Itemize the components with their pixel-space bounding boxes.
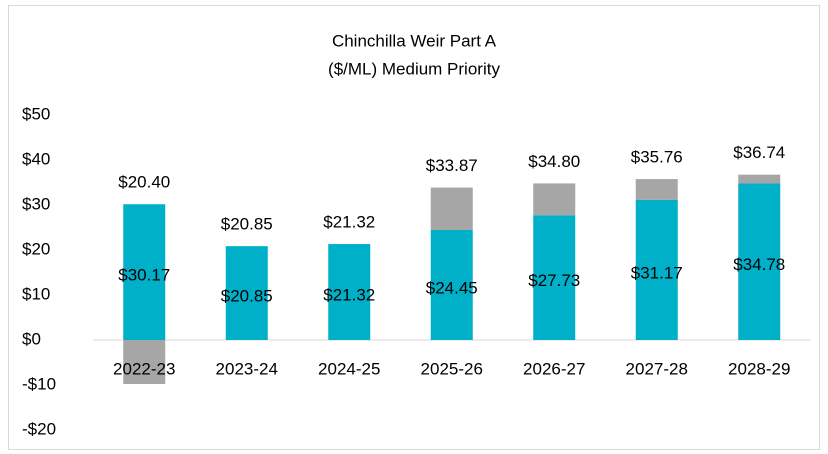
total-label: $20.85 bbox=[221, 215, 273, 234]
bar-segment bbox=[225, 246, 268, 340]
bar-segment bbox=[635, 199, 678, 340]
bar-segment bbox=[635, 179, 678, 200]
y-tick-label: $0 bbox=[22, 329, 41, 348]
segment-label: $24.45 bbox=[426, 278, 478, 297]
x-tick-label: 2025-26 bbox=[421, 359, 483, 378]
segment-label: $27.73 bbox=[528, 271, 580, 290]
total-label: $36.74 bbox=[733, 143, 785, 162]
bar-segment bbox=[533, 215, 576, 340]
x-tick-label: 2027-28 bbox=[626, 359, 688, 378]
y-tick-label: $10 bbox=[22, 284, 50, 303]
bar-segment bbox=[430, 187, 473, 230]
chart-subtitle: ($/ML) Medium Priority bbox=[328, 59, 500, 78]
bar-segment bbox=[738, 174, 781, 184]
segment-label: $21.32 bbox=[323, 286, 375, 305]
y-tick-label: $50 bbox=[22, 104, 50, 123]
y-tick-label: -$20 bbox=[22, 419, 56, 438]
bar-segment bbox=[430, 229, 473, 340]
segment-label: $31.17 bbox=[631, 263, 683, 282]
bar-segment bbox=[533, 183, 576, 216]
segment-label: $30.17 bbox=[118, 266, 170, 285]
total-label: $21.32 bbox=[323, 213, 375, 232]
y-tick-label: $30 bbox=[22, 194, 50, 213]
chart-title: Chinchilla Weir Part A bbox=[332, 31, 497, 50]
x-tick-label: 2026-27 bbox=[523, 359, 585, 378]
total-label: $20.40 bbox=[118, 173, 170, 192]
x-tick-label: 2028-29 bbox=[728, 359, 790, 378]
y-tick-label: $40 bbox=[22, 149, 50, 168]
y-tick-label: $20 bbox=[22, 239, 50, 258]
segment-label: $20.85 bbox=[221, 287, 273, 306]
bar-segment bbox=[738, 183, 781, 340]
bar-segment bbox=[123, 204, 166, 340]
total-label: $35.76 bbox=[631, 148, 683, 167]
total-label: $33.87 bbox=[426, 156, 478, 175]
x-tick-label: 2022-23 bbox=[113, 359, 175, 378]
bar-segment bbox=[328, 244, 371, 340]
bar-segment bbox=[123, 340, 166, 384]
x-tick-label: 2023-24 bbox=[216, 359, 278, 378]
segment-label: $34.78 bbox=[733, 255, 785, 274]
total-label: $34.80 bbox=[528, 152, 580, 171]
y-tick-label: -$10 bbox=[22, 374, 56, 393]
x-tick-label: 2024-25 bbox=[318, 359, 380, 378]
